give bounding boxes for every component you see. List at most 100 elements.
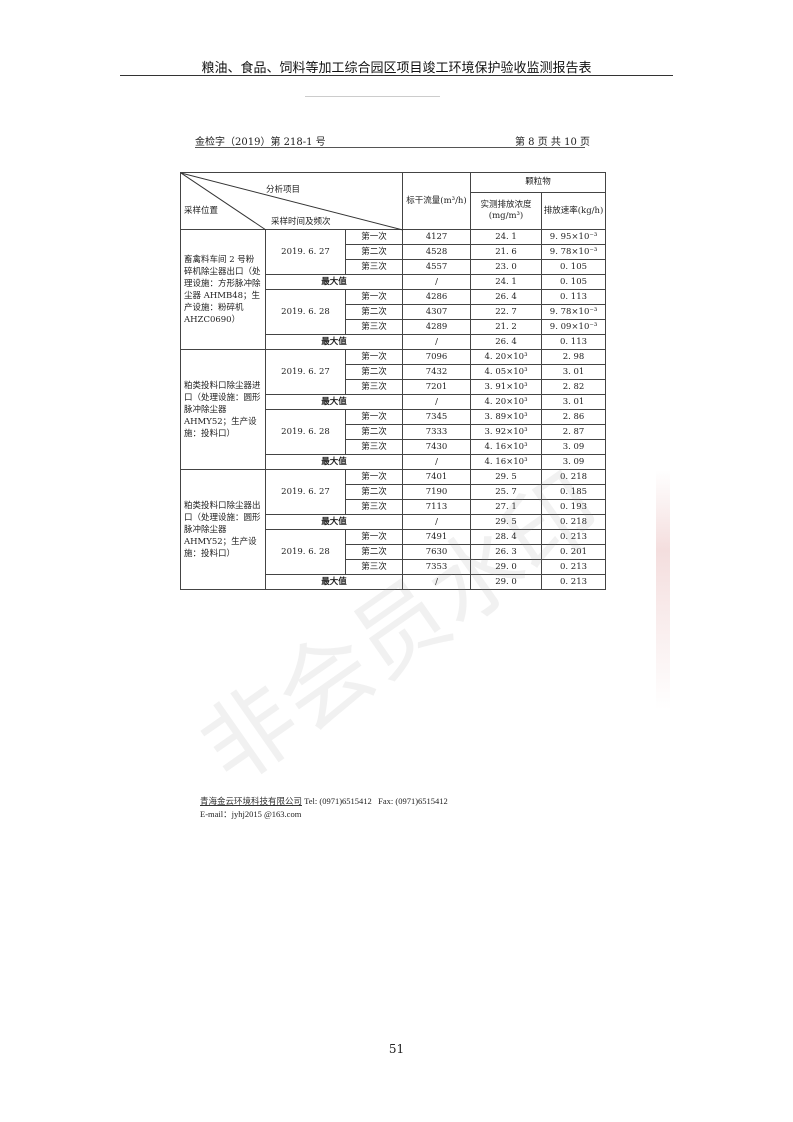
sample-frequency: 第二次 (344, 424, 404, 440)
max-label: 最大值 (264, 274, 404, 290)
monitoring-table: 分析项目 采样位置 采样时间及频次 标干流量(m³/h) 颗粒物 实测排放浓度(… (179, 172, 607, 590)
rate-value: 2. 82 (541, 379, 607, 395)
table-row: 第二次 7333 3. 92×10³ 2. 87 (181, 424, 607, 440)
flow-value: 4289 (402, 319, 472, 335)
concentration-value: 3. 92×10³ (470, 424, 543, 440)
flow-value: 7345 (402, 409, 472, 425)
concentration-value: 4. 16×10³ (470, 439, 543, 455)
sampling-time-label: 采样时间及频次 (271, 217, 331, 227)
table-row: 2019. 6. 28 第一次 7491 28. 4 0. 213 (181, 529, 607, 575)
flow-value: 7353 (402, 559, 472, 575)
max-row: 最大值/29. 0 0. 213 (181, 574, 607, 590)
rate-header: 排放速率(kg/h) (541, 192, 607, 230)
table-row: 第三次 7201 3. 91×10³ 2. 82 (181, 379, 607, 395)
concentration-value: 4. 20×10³ (470, 349, 543, 365)
document-number: 金检字（2019）第 218-1 号 (195, 137, 326, 148)
concentration-max: 29. 0 (470, 574, 543, 590)
flow-header: 标干流量(m³/h) (402, 172, 472, 230)
sampling-date: 2019. 6. 27 (265, 349, 346, 395)
rate-value: 9. 78×10⁻³ (541, 304, 607, 320)
concentration-value: 21. 6 (470, 244, 543, 260)
rate-value: 2. 98 (541, 349, 607, 365)
flow-value: 7113 (402, 499, 472, 515)
sample-frequency: 第一次 (344, 469, 404, 485)
sample-frequency: 第一次 (344, 349, 404, 365)
max-row: 最大值/29. 5 0. 218 (181, 514, 607, 530)
sampling-location: 粕类投料口除尘器出口（处理设施：圆形脉冲除尘器 AHMY52；生产设施：投料口） (180, 469, 266, 590)
diagonal-lines (181, 173, 403, 231)
sample-frequency: 第一次 (344, 529, 404, 545)
rate-max: 3. 01 (541, 394, 607, 410)
sample-frequency: 第一次 (344, 409, 404, 425)
rate-value: 9. 09×10⁻³ (541, 319, 607, 335)
sample-frequency: 第一次 (344, 289, 404, 305)
sample-frequency: 第三次 (344, 499, 404, 515)
table-row: 粕类投料口除尘器进口（处理设施：圆形脉冲除尘器 AHMY52；生产设施：投料口）… (180, 349, 607, 470)
diagonal-header-cell: 分析项目 采样位置 采样时间及频次 (179, 172, 404, 231)
fax: Fax: (0971)6515412 (378, 796, 448, 806)
flow-value: 4528 (402, 244, 472, 260)
sampling-date: 2019. 6. 28 (265, 289, 346, 335)
sample-frequency: 第一次 (344, 229, 404, 245)
page-number: 51 (388, 1042, 405, 1056)
concentration-value: 29. 0 (470, 559, 543, 575)
concentration-value: 25. 7 (470, 484, 543, 500)
max-label: 最大值 (264, 514, 404, 530)
rate-value: 0. 185 (541, 484, 607, 500)
rate-max: 0. 105 (541, 274, 607, 290)
sample-frequency: 第三次 (344, 559, 404, 575)
flow-max: / (402, 394, 472, 410)
rate-max: 0. 213 (541, 574, 607, 590)
rate-value: 0. 213 (541, 529, 607, 545)
analysis-item-label: 分析项目 (266, 185, 301, 195)
rate-value: 0. 213 (541, 559, 607, 575)
flow-max: / (402, 454, 472, 470)
sample-frequency: 第二次 (344, 544, 404, 560)
rate-value: 0. 193 (541, 499, 607, 515)
sampling-location: 粕类投料口除尘器进口（处理设施：圆形脉冲除尘器 AHMY52；生产设施：投料口） (180, 349, 266, 470)
table-row: 粕类投料口除尘器出口（处理设施：圆形脉冲除尘器 AHMY52；生产设施：投料口）… (180, 469, 607, 590)
flow-value: 4557 (402, 259, 472, 275)
table-row: 第二次 7432 4. 05×10³ 3. 01 (181, 364, 607, 380)
flow-value: 4286 (402, 289, 472, 305)
concentration-max: 29. 5 (470, 514, 543, 530)
concentration-header: 实测排放浓度(mg/m³) (470, 192, 543, 230)
rate-value: 2. 87 (541, 424, 607, 440)
rate-value: 9. 95×10⁻³ (541, 229, 607, 245)
concentration-value: 4. 05×10³ (470, 364, 543, 380)
sample-frequency: 第二次 (344, 364, 404, 380)
concentration-value: 26. 4 (470, 289, 543, 305)
max-label: 最大值 (264, 454, 404, 470)
rate-value: 2. 86 (541, 409, 607, 425)
concentration-max: 24. 1 (470, 274, 543, 290)
concentration-value: 23. 0 (470, 259, 543, 275)
company-name: 青海金云环境科技有限公司 (200, 796, 303, 806)
max-row: 最大值/4. 20×10³ 3. 01 (181, 394, 607, 410)
rate-value: 3. 01 (541, 364, 607, 380)
sampling-date: 2019. 6. 27 (265, 229, 346, 275)
table-row: 畜禽料车间 2 号粉碎机除尘器出口（处理设施：方形脉冲除尘器 AHMB48；生产… (180, 229, 607, 350)
flow-value: 7333 (402, 424, 472, 440)
flow-value: 4307 (402, 304, 472, 320)
concentration-max: 4. 20×10³ (470, 394, 543, 410)
sample-frequency: 第三次 (344, 439, 404, 455)
concentration-value: 26. 3 (470, 544, 543, 560)
flow-max: / (402, 514, 472, 530)
concentration-value: 24. 1 (470, 229, 543, 245)
max-label: 最大值 (264, 574, 404, 590)
concentration-value: 3. 89×10³ (470, 409, 543, 425)
rate-value: 9. 78×10⁻³ (541, 244, 607, 260)
flow-value: 7491 (402, 529, 472, 545)
sample-frequency: 第二次 (344, 244, 404, 260)
flow-value: 7096 (402, 349, 472, 365)
sample-frequency: 第三次 (344, 259, 404, 275)
flow-value: 7190 (402, 484, 472, 500)
footer: 青海金云环境科技有限公司 Tel: (0971)6515412 Fax: (09… (200, 795, 448, 821)
page-info: 第 8 页 共 10 页 (515, 137, 590, 148)
concentration-value: 3. 91×10³ (470, 379, 543, 395)
concentration-value: 22. 7 (470, 304, 543, 320)
sampling-date: 2019. 6. 28 (265, 409, 346, 455)
sampling-date: 2019. 6. 27 (265, 469, 346, 515)
flow-value: 7430 (402, 439, 472, 455)
